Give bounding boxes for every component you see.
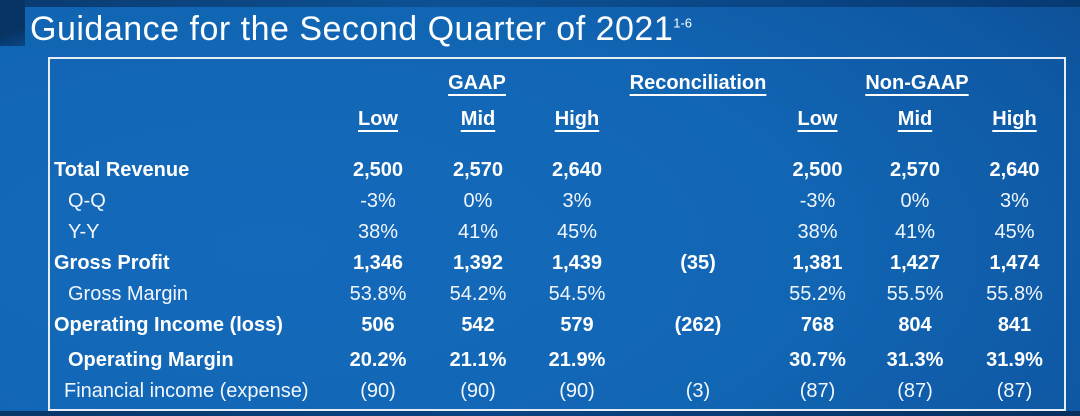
table-row-gross-margin: Gross Margin 53.8% 54.2% 54.5% 55.2% 55.… bbox=[50, 279, 1064, 310]
cell-gaap-high: 54.5% bbox=[548, 283, 606, 305]
title-footnote-superscript: 1-6 bbox=[673, 15, 693, 31]
row-label: Gross Profit bbox=[54, 252, 170, 274]
guidance-table: GAAP Reconciliation Non-GAAP Low Mid Hig… bbox=[48, 57, 1066, 411]
top-left-corner-shadow bbox=[0, 0, 25, 46]
cell-gaap-low: 53.8% bbox=[349, 283, 407, 305]
row-label: Q-Q bbox=[68, 190, 106, 212]
table-row-operating-margin: Operating Margin 20.2% 21.1% 21.9% 30.7%… bbox=[50, 345, 1064, 376]
cell-gaap-mid: 0% bbox=[463, 190, 493, 212]
subheader-nongaap-high: High bbox=[992, 108, 1037, 130]
subheader-nongaap-mid: Mid bbox=[897, 108, 933, 130]
cell-reconciliation: (35) bbox=[680, 252, 716, 274]
cell-gaap-mid: 54.2% bbox=[449, 283, 507, 305]
group-header-reconciliation: Reconciliation bbox=[629, 72, 767, 94]
cell-nongaap-low: 38% bbox=[797, 221, 838, 243]
cell-reconciliation: (262) bbox=[674, 314, 722, 336]
cell-nongaap-high: (87) bbox=[996, 380, 1033, 402]
cell-gaap-high: 45% bbox=[556, 221, 598, 243]
group-header-non-gaap: Non-GAAP bbox=[865, 72, 969, 94]
cell-gaap-low: -3% bbox=[360, 190, 396, 212]
row-label: Gross Margin bbox=[68, 283, 189, 305]
bottom-edge-shadow bbox=[0, 411, 1080, 416]
cell-nongaap-high: 2,640 bbox=[989, 159, 1040, 181]
cell-gaap-mid: 21.1% bbox=[449, 349, 507, 371]
subheader-gaap-low: Low bbox=[358, 108, 398, 130]
cell-reconciliation: (3) bbox=[685, 380, 711, 402]
cell-gaap-mid: (90) bbox=[460, 380, 496, 402]
group-header-gaap: GAAP bbox=[448, 72, 506, 94]
cell-gaap-high: 21.9% bbox=[548, 349, 606, 371]
cell-gaap-mid: 1,392 bbox=[452, 252, 504, 274]
cell-nongaap-mid: 804 bbox=[898, 314, 932, 336]
cell-gaap-low: 2,500 bbox=[352, 159, 404, 181]
cell-gaap-high: 3% bbox=[562, 190, 592, 212]
subheader-gaap-high: High bbox=[554, 108, 600, 130]
cell-nongaap-high: 45% bbox=[994, 221, 1035, 243]
group-header-row: GAAP Reconciliation Non-GAAP bbox=[50, 59, 1064, 95]
row-label: Operating Margin bbox=[68, 349, 234, 371]
cell-gaap-low: 506 bbox=[361, 314, 395, 336]
cell-nongaap-high: 31.9% bbox=[986, 349, 1043, 371]
slide-title-text: Guidance for the Second Quarter of 2021 bbox=[30, 10, 674, 48]
cell-nongaap-mid: 31.3% bbox=[886, 349, 944, 371]
cell-nongaap-low: 55.2% bbox=[789, 283, 846, 305]
subheader-nongaap-low: Low bbox=[797, 108, 838, 130]
cell-gaap-low: 1,346 bbox=[352, 252, 404, 274]
cell-gaap-mid: 41% bbox=[457, 221, 499, 243]
cell-nongaap-mid: (87) bbox=[897, 380, 933, 402]
table-row-total-revenue: Total Revenue 2,500 2,570 2,640 2,500 2,… bbox=[50, 155, 1064, 186]
cell-gaap-mid: 542 bbox=[461, 314, 495, 336]
cell-gaap-low: (90) bbox=[360, 380, 396, 402]
cell-nongaap-high: 55.8% bbox=[986, 283, 1043, 305]
cell-gaap-high: 2,640 bbox=[551, 159, 603, 181]
cell-gaap-low: 38% bbox=[357, 221, 399, 243]
row-label: Total Revenue bbox=[54, 159, 190, 181]
cell-nongaap-high: 841 bbox=[997, 314, 1032, 336]
cell-nongaap-mid: 41% bbox=[894, 221, 936, 243]
subheader-gaap-mid: Mid bbox=[460, 108, 496, 130]
row-label: Financial income (expense) bbox=[64, 380, 309, 402]
top-edge-shadow bbox=[0, 0, 1080, 7]
cell-nongaap-mid: 1,427 bbox=[889, 252, 941, 274]
cell-nongaap-low: 30.7% bbox=[789, 349, 846, 371]
cell-nongaap-low: 2,500 bbox=[792, 159, 843, 181]
cell-gaap-high: 579 bbox=[560, 314, 594, 336]
cell-gaap-high: (90) bbox=[559, 380, 595, 402]
table-row-financial-income: Financial income (expense) (90) (90) (90… bbox=[50, 376, 1064, 407]
cell-nongaap-low: 1,381 bbox=[792, 252, 843, 274]
cell-nongaap-low: (87) bbox=[799, 380, 836, 402]
cell-nongaap-mid: 55.5% bbox=[886, 283, 944, 305]
table-row-gross-profit: Gross Profit 1,346 1,392 1,439 (35) 1,38… bbox=[50, 248, 1064, 279]
cell-gaap-low: 20.2% bbox=[349, 349, 407, 371]
subheader-row: Low Mid High Low Mid High bbox=[50, 95, 1064, 135]
cell-nongaap-mid: 0% bbox=[900, 190, 930, 212]
table-row-operating-income: Operating Income (loss) 506 542 579 (262… bbox=[50, 310, 1064, 341]
table-row-yy: Y-Y 38% 41% 45% 38% 41% 45% bbox=[50, 217, 1064, 248]
row-label: Operating Income (loss) bbox=[54, 314, 283, 336]
cell-nongaap-mid: 2,570 bbox=[889, 159, 941, 181]
cell-gaap-high: 1,439 bbox=[551, 252, 603, 274]
header-body-spacer bbox=[50, 135, 1064, 155]
table-row-qq: Q-Q -3% 0% 3% -3% 0% 3% bbox=[50, 186, 1064, 217]
row-label: Y-Y bbox=[68, 221, 100, 243]
cell-nongaap-high: 1,474 bbox=[989, 252, 1040, 274]
slide-title: Guidance for the Second Quarter of 20211… bbox=[30, 10, 692, 49]
cell-nongaap-high: 3% bbox=[1000, 190, 1029, 212]
cell-gaap-mid: 2,570 bbox=[452, 159, 504, 181]
cell-nongaap-low: 768 bbox=[800, 314, 835, 336]
cell-nongaap-low: -3% bbox=[799, 190, 836, 212]
